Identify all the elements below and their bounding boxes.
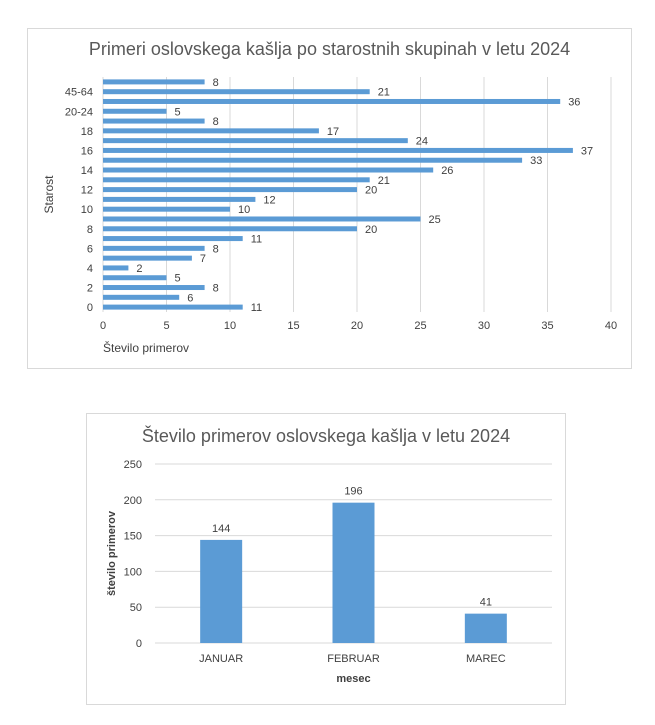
bar-value-label: 33: [530, 155, 542, 167]
bar-value-label: 7: [200, 253, 206, 265]
bar-value-label: 24: [416, 136, 428, 148]
y-tick-label: 50: [130, 602, 142, 614]
bar: [464, 613, 507, 643]
bar-value-label: 6: [187, 292, 193, 304]
bar: [103, 128, 319, 134]
y-tick-label: 250: [124, 459, 142, 471]
y-tick-label: 18: [81, 126, 93, 138]
y-tick-label: 10: [81, 204, 93, 216]
bar-value-label: 37: [581, 145, 593, 157]
bar: [103, 196, 256, 202]
y-tick-label: 20-24: [65, 106, 93, 118]
monthly-chart-plot: 0 50 100 150 200 250 144 JANUAR 196 FEBRUAR 41 MARE…: [106, 459, 552, 685]
y-axis-title: število primerov: [106, 510, 118, 596]
bar: [103, 147, 573, 153]
bar: [103, 216, 421, 222]
x-tick-label: 20: [351, 320, 363, 332]
x-tick-label: 30: [478, 320, 490, 332]
x-tick-label: 5: [163, 320, 169, 332]
bar: [103, 226, 357, 232]
x-tick-label: MAREC: [466, 653, 506, 665]
bar: [103, 294, 180, 300]
bar-value-label: 144: [212, 523, 230, 535]
bar: [103, 236, 243, 242]
bar-value-label: 20: [365, 224, 377, 236]
x-axis-title: mesec: [336, 673, 370, 685]
y-tick-label: 45-64: [65, 87, 93, 99]
y-tick-label: 0: [136, 638, 142, 650]
bar-value-label: 11: [251, 234, 262, 246]
age-chart-plot: 0 5 10 15 20 25 30 35 40116852781120251012202126…: [42, 77, 617, 355]
bar: [103, 157, 523, 163]
y-tick-label: 4: [87, 263, 93, 275]
bar: [103, 206, 230, 212]
x-tick-label: 10: [224, 320, 236, 332]
y-axis-title: Starost: [42, 175, 56, 214]
bar: [103, 285, 205, 291]
x-tick-label: JANUAR: [199, 653, 243, 665]
bar-value-label: 36: [568, 96, 580, 108]
y-tick-label: 100: [124, 566, 142, 578]
y-tick-label: 8: [87, 224, 93, 236]
bar-value-label: 25: [429, 214, 441, 226]
bar: [103, 98, 561, 104]
y-tick-label: 14: [81, 165, 93, 177]
bar: [103, 255, 192, 261]
x-tick-label: 40: [605, 320, 617, 332]
bar: [103, 79, 205, 85]
bar-value-label: 2: [136, 263, 142, 275]
bar: [103, 118, 205, 124]
bar-value-label: 17: [327, 126, 339, 138]
bar-value-label: 26: [441, 165, 453, 177]
y-tick-label: 16: [81, 145, 93, 157]
bar-value-label: 41: [480, 597, 492, 609]
bar: [103, 275, 167, 281]
bar: [103, 187, 357, 193]
bar-value-label: 8: [213, 116, 219, 128]
x-tick-label: 25: [414, 320, 426, 332]
age-group-chart: Primeri oslovskega kašlja po starostnih …: [27, 28, 632, 369]
bar: [200, 539, 243, 643]
y-tick-label: 2: [87, 283, 93, 295]
bar-value-label: 5: [175, 106, 181, 118]
x-tick-label: 0: [100, 320, 106, 332]
bar-value-label: 8: [213, 243, 219, 255]
bar-value-label: 196: [344, 486, 362, 498]
bar-value-label: 20: [365, 185, 377, 197]
bar-value-label: 10: [238, 204, 250, 216]
bar: [103, 265, 129, 271]
bar-value-label: 5: [175, 273, 181, 285]
bar: [103, 167, 434, 173]
bar-value-label: 8: [213, 77, 219, 89]
bar-value-label: 11: [251, 302, 262, 314]
y-tick-label: 150: [124, 531, 142, 543]
bar: [103, 89, 370, 95]
bar: [332, 502, 375, 643]
y-tick-label: 6: [87, 243, 93, 255]
y-tick-label: 0: [87, 302, 93, 314]
bar-value-label: 12: [263, 194, 275, 206]
bar: [103, 245, 205, 251]
monthly-chart-title: Število primerov oslovskega kašlja v let…: [141, 426, 511, 446]
bar: [103, 108, 167, 114]
age-chart-title: Primeri oslovskega kašlja po starostnih …: [88, 39, 571, 59]
y-tick-label: 12: [81, 185, 93, 197]
y-tick-label: 200: [124, 495, 142, 507]
bar-value-label: 21: [378, 87, 390, 99]
x-axis-title: Število primerov: [103, 340, 189, 355]
bar-value-label: 21: [378, 175, 390, 187]
x-tick-label: 35: [541, 320, 553, 332]
bar: [103, 138, 408, 144]
bar: [103, 177, 370, 183]
x-tick-label: 15: [287, 320, 299, 332]
x-tick-label: FEBRUAR: [327, 653, 380, 665]
bar-value-label: 8: [213, 283, 219, 295]
monthly-chart: Število primerov oslovskega kašlja v let…: [86, 413, 566, 705]
bar: [103, 304, 243, 310]
